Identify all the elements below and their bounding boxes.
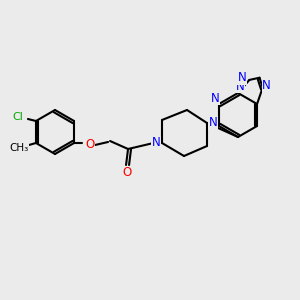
Text: O: O [85, 139, 95, 152]
Text: N: N [211, 92, 219, 104]
Text: N: N [152, 136, 160, 149]
Text: N: N [238, 71, 247, 84]
Text: N: N [236, 80, 244, 92]
Text: CH₃: CH₃ [9, 143, 28, 153]
Text: N: N [262, 79, 271, 92]
Text: O: O [122, 167, 132, 179]
Text: Cl: Cl [13, 112, 23, 122]
Text: N: N [208, 116, 217, 130]
